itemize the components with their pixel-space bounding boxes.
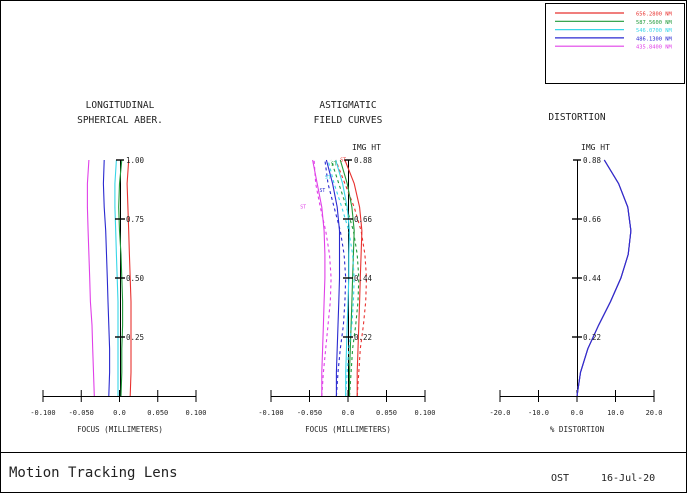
x-tick-label: 10.0 [607, 409, 624, 417]
plot-1: LONGITUDINAL SPHERICAL ABER. -0.100 -0.050 0… [30, 100, 206, 434]
series-line [312, 159, 326, 396]
series-line [324, 159, 347, 397]
design-code: OST [551, 473, 569, 484]
x-tick-label: -0.050 [69, 409, 94, 417]
plot-title: FIELD CURVES [314, 115, 383, 126]
y-tick-label: 0.66 [354, 215, 373, 224]
curve-annotation: ST [320, 188, 326, 194]
x-tick-label: 0.0 [113, 409, 126, 417]
legend-label: 435.8400 NM [636, 45, 672, 51]
x-tick-label: 0.0 [571, 409, 584, 417]
legend-label: 546.0700 NM [636, 28, 672, 34]
series-line [313, 159, 332, 397]
curve-annotation: ST [325, 175, 331, 181]
y-tick-label: 0.22 [354, 333, 372, 342]
x-axis-label: FOCUS (MILLIMETERS) [305, 425, 391, 434]
plot-title: DISTORTION [548, 112, 605, 123]
x-axis-label: FOCUS (MILLIMETERS) [77, 425, 163, 434]
curve-annotation: ST [300, 204, 306, 210]
y-tick-label: 0.44 [583, 274, 602, 283]
plot-3: DISTORTION IMG HT -20.0 -10.0 0.0 10.0 20.0 % D… [489, 112, 662, 434]
series-line [344, 159, 363, 396]
x-tick-label: -10.0 [528, 409, 549, 417]
x-tick-label: -0.100 [30, 409, 55, 417]
design-date: 16-Jul-20 [601, 473, 655, 484]
legend-label: 587.5600 NM [636, 20, 672, 26]
x-tick-label: 0.100 [414, 409, 435, 417]
x-tick-label: 0.100 [185, 409, 206, 417]
series-line [102, 159, 111, 397]
series-line [576, 159, 632, 397]
y-tick-label: 0.88 [354, 156, 373, 165]
legend-label: 656.2800 NM [636, 12, 672, 18]
plot-title: ASTIGMATIC [319, 100, 376, 111]
y-tick-label: 0.25 [126, 333, 144, 342]
series-line [327, 159, 355, 397]
plot-ylabel: IMG HT [352, 143, 381, 152]
legend-box [545, 3, 685, 84]
y-tick-label: 0.44 [354, 274, 373, 283]
x-tick-label: 20.0 [646, 409, 663, 417]
curve-annotation: ST [340, 157, 346, 163]
y-tick-label: 0.50 [126, 274, 145, 283]
legend-label: 486.1300 NM [636, 36, 672, 42]
x-tick-label: -0.100 [258, 409, 283, 417]
legend: 656.2800 NM 587.5600 NM 546.0700 NM 486.130… [555, 12, 672, 51]
x-tick-label: 0.050 [376, 409, 397, 417]
series-line [330, 159, 360, 397]
x-tick-label: 0.0 [342, 409, 355, 417]
x-axis-label: % DISTORTION [550, 425, 604, 434]
plot-2: ASTIGMATIC FIELD CURVES IMG HT -0.100 -0.050… [258, 100, 435, 434]
y-tick-label: 1.00 [126, 156, 145, 165]
x-tick-label: 0.050 [147, 409, 168, 417]
series-line [325, 159, 341, 396]
y-tick-label: 0.22 [583, 333, 601, 342]
series-line [126, 159, 132, 397]
plots: LONGITUDINAL SPHERICAL ABER. -0.100 -0.050 0… [30, 100, 662, 434]
y-tick-label: 0.88 [583, 156, 602, 165]
x-tick-label: -0.050 [297, 409, 322, 417]
series-line [86, 159, 95, 397]
plot-ylabel: IMG HT [581, 143, 610, 152]
plot-title: SPHERICAL ABER. [77, 115, 163, 126]
series-line [335, 159, 368, 397]
curve-annotation: ST [331, 161, 337, 167]
x-tick-label: -20.0 [489, 409, 510, 417]
y-tick-label: 0.66 [583, 215, 602, 224]
y-tick-label: 0.75 [126, 215, 144, 224]
lens-name: Motion Tracking Lens [9, 465, 178, 481]
plot-title: LONGITUDINAL [86, 100, 155, 111]
